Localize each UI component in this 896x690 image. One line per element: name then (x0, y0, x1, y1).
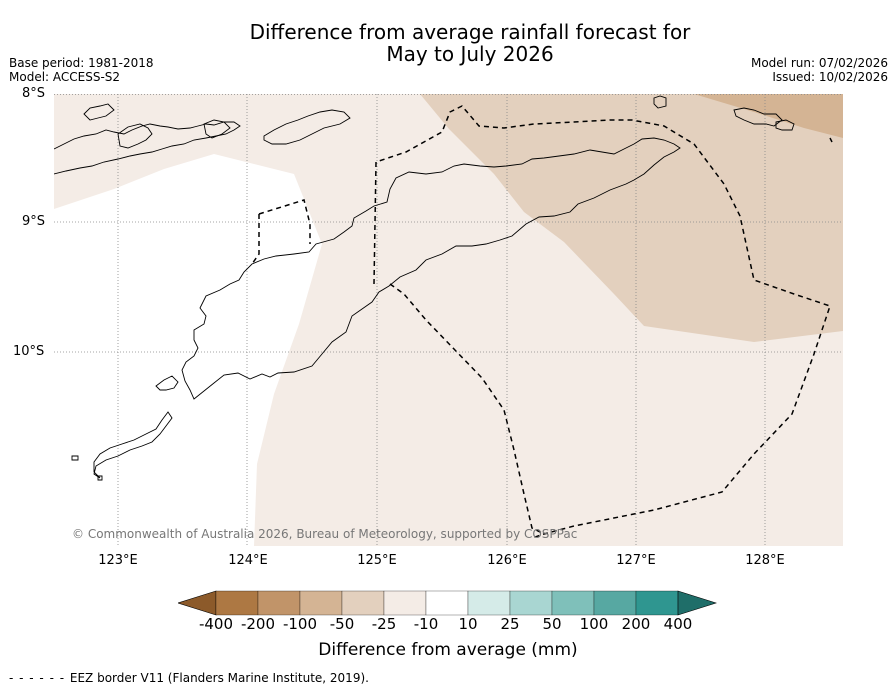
wetar-coastline (733, 107, 783, 127)
lon-label-123e: 123°E (98, 553, 138, 568)
colorbar-swatch (257, 590, 301, 616)
map-title-line2: May to July 2026 (386, 42, 554, 66)
shade-minus-50-region (694, 94, 843, 138)
eez-legend-text: EEZ border V11 (Flanders Marine Institut… (69, 671, 369, 685)
colorbar (178, 590, 717, 616)
north-islands-coastline-3 (117, 123, 153, 149)
north-islands-coastline-4 (263, 109, 351, 145)
colorbar-tick-label: 25 (500, 615, 520, 633)
copyright-text: © Commonwealth of Australia 2026, Bureau… (72, 527, 577, 541)
colorbar-extend-low (178, 590, 217, 616)
colorbar-swatch (341, 590, 385, 616)
southwest-islands-coastline (93, 411, 173, 479)
issued-date: Issued: 10/02/2026 (772, 70, 888, 84)
colorbar-tick-label: 400 (663, 615, 693, 633)
colorbar-swatch (425, 590, 469, 616)
colorbar-tick-label: -400 (198, 615, 234, 633)
colorbar-swatch (551, 590, 595, 616)
colorbar-swatch (299, 590, 343, 616)
colorbar-tick-label: -50 (329, 615, 355, 633)
model-run-date: Model run: 07/02/2026 (750, 56, 888, 70)
coastlines (54, 95, 795, 481)
lat-label-8s: 8°S (22, 86, 46, 101)
shade-minus-25-region (420, 94, 843, 342)
colorbar-swatch (467, 590, 511, 616)
north-islands-coastline (54, 121, 241, 175)
north-islands-coastline-5 (203, 119, 231, 139)
eez-border (251, 105, 833, 539)
colorbar-swatch (215, 590, 259, 616)
colorbar-swatch (635, 590, 679, 616)
base-period: Base period: 1981-2018 (9, 56, 154, 70)
atauro-coastline (653, 95, 667, 109)
lat-label-9s: 9°S (22, 214, 46, 229)
eez-legend: - - - - - - EEZ border V11 (Flanders Mar… (9, 671, 369, 685)
colorbar-tick-label: -25 (371, 615, 397, 633)
model-name: Model: ACCESS-S2 (9, 70, 121, 84)
east-island-coastline (775, 119, 795, 131)
rainfall-map: © Commonwealth of Australia 2026, Bureau… (54, 94, 843, 546)
rote-coastline (155, 375, 179, 391)
eez-legend-line-symbol: - - - - - - (9, 671, 70, 685)
timor-coastline (181, 137, 681, 400)
small-island-2 (97, 475, 103, 481)
colorbar-swatch (383, 590, 427, 616)
colorbar-tick-label: -100 (282, 615, 318, 633)
lon-label-125e: 125°E (357, 553, 397, 568)
lon-label-124e: 124°E (228, 553, 268, 568)
small-island-1 (71, 455, 79, 461)
colorbar-swatch (593, 590, 637, 616)
graticule (54, 94, 843, 546)
colorbar-extend-high (677, 590, 717, 616)
map-title-line1: Difference from average rainfall forecas… (249, 20, 691, 44)
colorbar-tick-label: 50 (542, 615, 562, 633)
colorbar-tick-label: 100 (579, 615, 609, 633)
colorbar-swatch (509, 590, 553, 616)
lon-label-126e: 126°E (487, 553, 527, 568)
lat-label-10s: 10°S (13, 344, 45, 359)
north-islands-coastline-2 (83, 103, 115, 121)
colorbar-tick-label: -200 (240, 615, 276, 633)
colorbar-tick-label: 10 (458, 615, 478, 633)
lon-label-128e: 128°E (745, 553, 785, 568)
colorbar-tick-label: -10 (413, 615, 439, 633)
colorbar-tick-label: 200 (621, 615, 651, 633)
colorbar-label: Difference from average (mm) (318, 640, 578, 660)
lon-label-127e: 127°E (616, 553, 656, 568)
